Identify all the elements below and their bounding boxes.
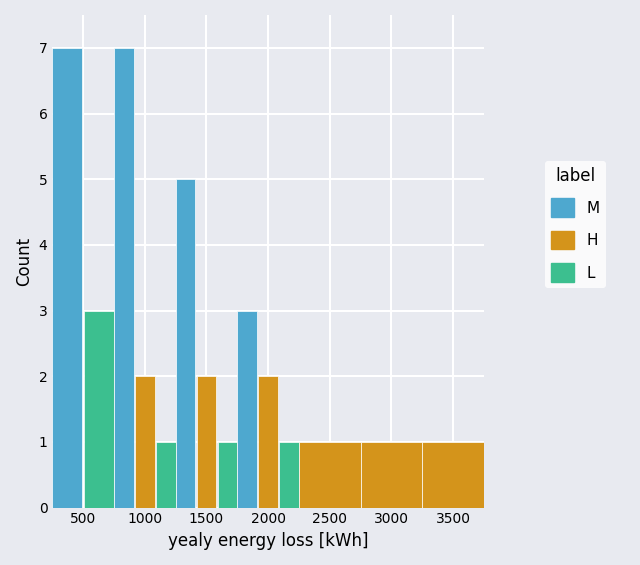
X-axis label: yealy energy loss [kWh]: yealy energy loss [kWh] — [168, 532, 368, 550]
Bar — [258, 376, 278, 507]
Legend: M, H, L: M, H, L — [545, 160, 605, 288]
Bar — [84, 311, 114, 507]
Y-axis label: Count: Count — [15, 237, 33, 286]
Bar — [156, 442, 175, 507]
Bar — [196, 376, 216, 507]
Bar — [360, 442, 422, 507]
Bar — [237, 311, 257, 507]
Bar — [279, 442, 299, 507]
Bar — [175, 179, 195, 507]
Bar — [114, 48, 134, 507]
Bar — [422, 442, 484, 507]
Bar — [299, 442, 360, 507]
Bar — [218, 442, 237, 507]
Bar — [135, 376, 155, 507]
Bar — [52, 48, 83, 507]
